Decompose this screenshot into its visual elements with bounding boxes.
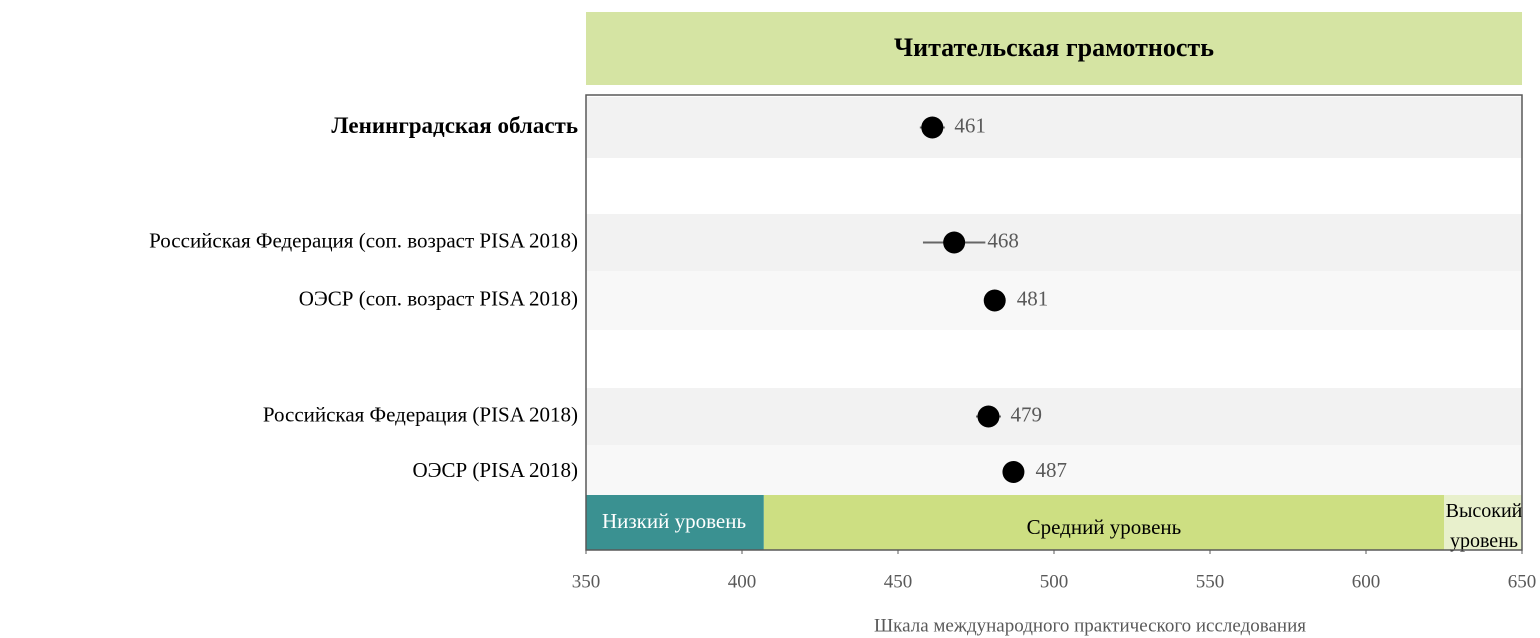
x-tick-label: 650 (1508, 571, 1537, 592)
category-label: Российская Федерация (соп. возраст PISA … (149, 228, 578, 252)
band-label: Средний уровень (1027, 515, 1182, 539)
x-axis-label: Шкала международного практического иссле… (874, 615, 1306, 636)
category-label: Российская Федерация (PISA 2018) (263, 402, 578, 426)
category-label: ОЭСР (PISA 2018) (412, 458, 578, 482)
band-label: Низкий уровень (602, 509, 746, 533)
row-band (586, 271, 1522, 330)
band-label-line: Высокий (1446, 500, 1523, 522)
dot (1002, 461, 1025, 483)
x-tick-label: 400 (728, 571, 757, 592)
row-band (586, 214, 1522, 271)
dot (977, 405, 1000, 428)
row-band (586, 445, 1522, 495)
level-band (586, 495, 764, 550)
row-band (586, 97, 1522, 158)
x-tick-label: 600 (1352, 571, 1381, 592)
title-band (586, 12, 1522, 85)
band-label: Высокий уровень (1446, 500, 1523, 552)
level-band (763, 495, 1444, 550)
dot (921, 116, 944, 139)
level-band (1444, 495, 1522, 550)
dot (983, 289, 1006, 312)
chart-title: Читательская грамотность (894, 33, 1214, 62)
value-label: 468 (987, 228, 1019, 252)
row-band (586, 388, 1522, 445)
value-label: 461 (954, 113, 986, 137)
x-tick-label: 350 (572, 571, 601, 592)
category-label: Ленинградская область (331, 113, 578, 138)
x-tick-label: 450 (884, 571, 913, 592)
band-label-line: уровень (1450, 530, 1518, 552)
x-tick-label: 550 (1196, 571, 1225, 592)
dot (943, 231, 966, 254)
category-label: ОЭСР (соп. возраст PISA 2018) (299, 286, 578, 310)
x-tick-label: 500 (1040, 571, 1069, 592)
value-label: 481 (1017, 286, 1049, 310)
value-label: 487 (1035, 458, 1067, 482)
value-label: 479 (1010, 402, 1042, 426)
